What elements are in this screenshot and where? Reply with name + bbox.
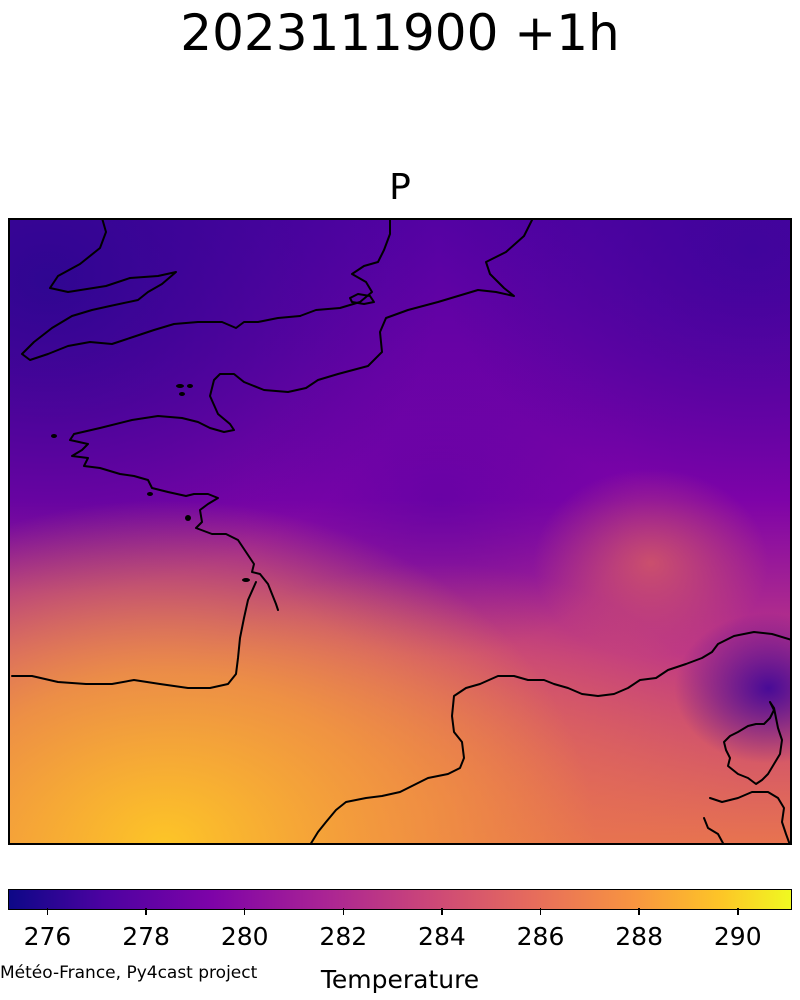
colorbar-tick — [243, 908, 246, 915]
credit-text: Météo-France, Py4cast project — [0, 963, 258, 983]
channel-island-1 — [176, 384, 184, 388]
england-coast-east — [299, 218, 391, 317]
cold-region-east — [8, 218, 792, 845]
pyrenees-spain-border — [309, 631, 792, 845]
channel-island-4 — [51, 434, 57, 438]
panel-title: P — [389, 167, 411, 208]
colorbar-tick-label: 282 — [319, 922, 368, 951]
colorbar-tick — [539, 908, 542, 915]
colorbar-tick-label: 290 — [713, 922, 762, 951]
channel-island-2 — [187, 384, 193, 388]
figure-title: 2023111900 +1h — [180, 4, 620, 62]
colorbar-tick — [638, 908, 640, 915]
colorbar-tick — [342, 908, 345, 915]
colorbar-tick-label: 284 — [418, 922, 466, 951]
colorbar-label: Temperature — [320, 965, 480, 994]
colorbar-tick — [441, 908, 443, 915]
colorbar-tick — [737, 908, 739, 915]
atlantic-island-3 — [242, 578, 250, 582]
temperature-map — [8, 218, 792, 845]
atlantic-island-2 — [185, 515, 191, 521]
map-border — [8, 218, 792, 845]
colorbar-tick — [46, 908, 49, 915]
france-north-coast — [69, 218, 534, 611]
england-south-tail — [349, 293, 375, 305]
colorbar — [8, 889, 792, 910]
colorbar-tick-label: 276 — [23, 922, 72, 951]
france-atlantic-coast — [11, 581, 257, 689]
colorbar-tick — [145, 908, 147, 915]
colorbar-tick-label: 280 — [220, 922, 269, 951]
colorbar-tick-label: 286 — [516, 922, 565, 951]
atlantic-island-1 — [147, 492, 153, 496]
england-coast-west — [21, 218, 301, 361]
channel-island-3 — [179, 392, 185, 396]
colorbar-tick-label: 278 — [122, 922, 170, 951]
corsica — [723, 701, 783, 785]
sardinia — [703, 791, 791, 845]
colorbar-tick-label: 288 — [615, 922, 663, 951]
